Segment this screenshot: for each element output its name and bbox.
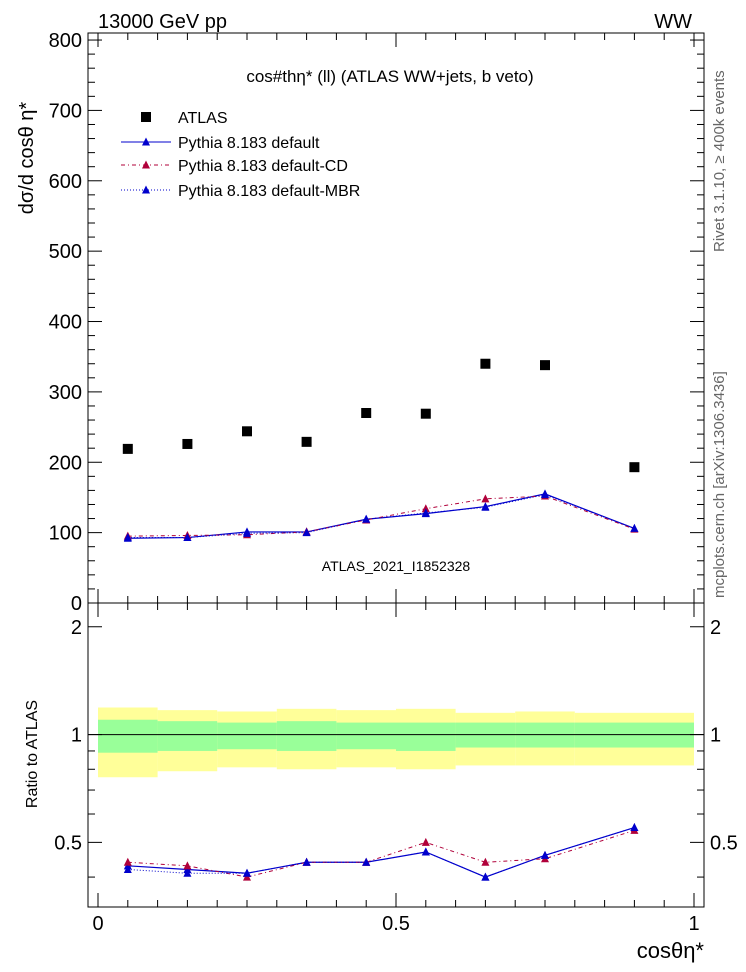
atlas-point <box>420 408 431 419</box>
atlas-point <box>182 438 193 449</box>
header-left: 13000 GeV pp <box>98 11 227 33</box>
ratio-marker-1 <box>123 857 132 866</box>
main-title: cos#thη* (ll) (ATLAS WW+jets, b veto) <box>246 67 533 86</box>
legend-marker-1 <box>142 137 150 146</box>
main-marker-2 <box>421 504 430 513</box>
rivet-label: Rivet 3.1.10, ≥ 400k events <box>711 70 728 252</box>
main-marker-3 <box>630 523 639 532</box>
ratio-ytick-label-right: 0.5 <box>710 832 738 854</box>
ratio-xtick-label: 1 <box>688 913 699 935</box>
ratio-marker-2 <box>302 857 311 866</box>
ratio-band-inner <box>276 721 337 751</box>
ratio-marker-2 <box>183 868 192 877</box>
ratio-ylabel: Ratio to ATLAS <box>24 700 41 808</box>
main-marker-3 <box>123 533 132 542</box>
main-ytick-label: 800 <box>49 30 82 52</box>
legend-marker-2 <box>142 160 150 169</box>
atlas-point <box>540 360 550 371</box>
main-ytick-label: 600 <box>49 171 82 193</box>
xlabel: cosθη* <box>637 938 705 963</box>
ratio-band-inner <box>98 719 158 753</box>
ratio-marker-2 <box>630 823 639 832</box>
main-marker-3 <box>541 490 549 499</box>
atlas-point <box>361 408 372 418</box>
main-ytick-label: 0 <box>71 593 82 615</box>
ratio-band-inner <box>336 722 396 750</box>
legend-label-0: ATLAS <box>178 110 228 127</box>
main-series-line-2 <box>127 495 635 537</box>
main-ytick-label: 700 <box>49 100 82 122</box>
atlas-point <box>122 443 133 454</box>
ratio-marker-1 <box>421 837 430 846</box>
legend-marker-atlas <box>141 112 151 122</box>
ratio-marker-2 <box>362 857 371 866</box>
ratio-marker-2 <box>243 868 251 877</box>
ratio-panel: 0.5 0.5 1 1 2 2 0 0.5 1 Ratio to ATLAS cosθη* <box>24 602 738 963</box>
ratio-series-line-2 <box>127 827 635 878</box>
ratio-marker-2 <box>481 872 490 881</box>
main-ytick-label: 300 <box>49 382 82 404</box>
ratio-xtick-label: 0.5 <box>382 913 410 935</box>
atlas-point <box>480 358 491 369</box>
ratio-band-inner <box>157 721 218 751</box>
main-ytick-label: 500 <box>49 241 82 263</box>
ratio-band-inner <box>217 722 277 750</box>
ratio-marker-1 <box>481 857 490 866</box>
ratio-ytick-label-right: 1 <box>710 725 721 747</box>
atlas-point <box>301 436 312 447</box>
main-ylabel: dσ/d cosθ η* <box>16 102 38 215</box>
main-marker-3 <box>421 508 430 517</box>
ratio-ytick-label-left: 1 <box>71 725 82 747</box>
main-panel: 0 100 200 300 400 500 600 700 800 dσ/d cosθ η* cos… <box>16 30 705 615</box>
legend-label-1: Pythia 8.183 default <box>178 135 320 152</box>
atlas-point <box>242 426 252 437</box>
main-marker-3 <box>183 533 192 542</box>
main-marker-3 <box>481 502 490 511</box>
ratio-series-line-0 <box>127 826 635 878</box>
ratio-ytick-label-right: 2 <box>710 617 721 639</box>
main-series-line-3 <box>127 494 635 539</box>
ratio-marker-1 <box>183 861 192 870</box>
ratio-marker-2 <box>421 847 430 856</box>
ratio-ytick-label-left: 0.5 <box>54 832 82 854</box>
atlas-point <box>629 462 640 473</box>
main-ytick-label: 200 <box>49 452 82 474</box>
main-ytick-label: 400 <box>49 312 82 334</box>
main-marker-2 <box>481 494 490 503</box>
ratio-ytick-label-left: 2 <box>71 617 82 639</box>
ratio-marker-2 <box>541 850 549 859</box>
ratio-marker-2 <box>123 864 132 873</box>
mcplots-label: mcplots.cern.ch [arXiv:1306.3436] <box>711 371 728 598</box>
main-marker-3 <box>243 528 251 537</box>
ratio-band-inner <box>396 722 456 751</box>
watermark: ATLAS_2021_I1852328 <box>322 558 471 574</box>
legend-label-3: Pythia 8.183 default-MBR <box>178 183 360 200</box>
main-marker-3 <box>362 514 371 523</box>
main-series-line-1 <box>127 493 635 539</box>
main-marker-3 <box>302 528 311 537</box>
ratio-series-line-1 <box>127 829 635 878</box>
legend-label-2: Pythia 8.183 default-CD <box>178 158 348 175</box>
main-ytick-label: 100 <box>49 523 82 545</box>
ratio-xtick-label: 0 <box>92 913 103 935</box>
header-right: WW <box>654 11 692 33</box>
legend-marker-3 <box>142 185 150 194</box>
